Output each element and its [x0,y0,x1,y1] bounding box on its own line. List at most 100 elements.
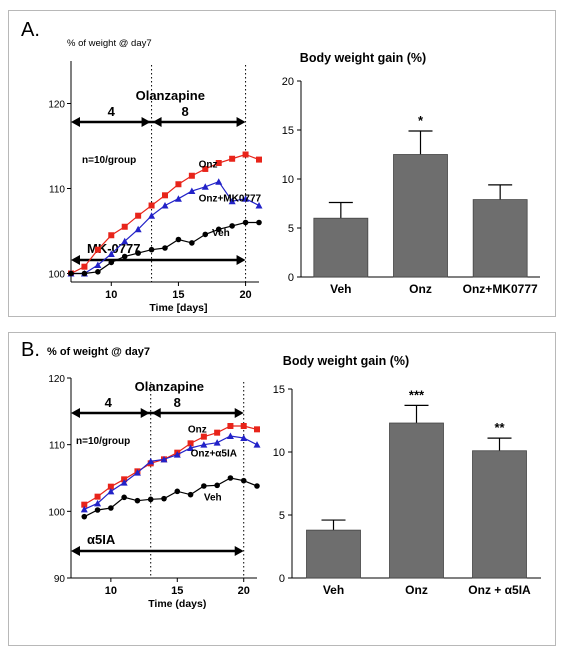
data-point-circle [81,513,88,520]
bar [306,529,361,579]
data-point-triangle [80,505,88,513]
data-point-circle [174,488,181,495]
data-point-circle [81,270,88,277]
data-point-square [240,423,247,429]
olanzapine-label: Olanzapine [136,88,205,103]
data-point-triangle [215,178,223,185]
cotreatment-arrow-head [236,255,246,265]
significance-marker: ** [494,420,505,435]
bar-category-label: Onz [409,282,432,296]
data-point-circle [108,505,114,511]
data-point-square [200,433,207,440]
data-point-triangle [107,250,115,257]
data-point-square [242,151,249,158]
data-point-circle [187,491,194,498]
bar-y-tick-label: 0 [279,573,285,585]
data-point-square [81,501,88,508]
data-point-square [81,263,88,270]
bar [472,199,528,278]
bar-y-tick-label: 15 [282,125,294,137]
series-label: Veh [204,493,222,504]
treatment-duration-label: 8 [182,104,189,119]
series-label: Onz+MK0777 [199,193,262,204]
significance-marker: *** [409,387,425,402]
data-point-circle [147,496,154,503]
data-point-circle [175,236,182,243]
line-y-tick-label: 110 [49,185,65,196]
bar-y-tick-label: 5 [279,510,285,522]
bar [313,217,369,278]
bar-y-tick-label: 0 [288,272,294,284]
data-point-square [135,212,142,219]
data-point-circle [214,482,220,489]
data-point-triangle [94,499,102,507]
data-point-circle [161,495,167,502]
data-point-triangle [242,195,250,202]
olanzapine-arrow-head [152,117,162,127]
olanzapine-arrow-head [140,408,150,418]
line-x-tick-label: 10 [105,585,117,597]
data-point-square [227,423,234,429]
significance-marker: * [418,113,424,128]
line-y-tick-label: 120 [48,374,65,385]
data-point-circle [227,475,234,481]
data-point-square [254,426,260,433]
data-point-square [94,246,101,253]
data-point-circle [201,483,207,489]
data-point-circle [108,259,115,266]
data-point-circle [189,240,195,246]
line-x-tick-label: 20 [238,585,250,597]
series-label: Veh [212,228,230,239]
cotreatment-arrow-head [71,546,80,556]
data-point-triangle [147,457,155,465]
data-point-triangle [148,212,156,219]
series-label: Onz+α5IA [191,449,237,460]
bar [472,450,527,579]
bar-category-label: Veh [330,282,351,296]
bar-y-tick-label: 15 [273,384,285,396]
data-point-triangle [173,451,181,458]
line-x-tick-label: 20 [239,289,251,301]
data-point-triangle [187,444,195,451]
treatment-duration-label: 8 [174,395,181,410]
data-point-triangle [200,441,208,448]
data-point-square [256,156,262,163]
data-point-square [215,160,222,166]
data-point-triangle [160,455,168,463]
line-y-axis-label: % of weight @ day7 [67,38,152,49]
data-point-circle [68,270,74,277]
line-y-axis-label: % of weight @ day7 [47,346,150,358]
data-point-square [94,493,101,500]
data-point-triangle [201,183,209,190]
bar [389,422,444,579]
line-x-tick-label: 15 [171,585,183,597]
data-point-triangle [121,237,129,245]
data-point-square [229,155,236,162]
panel-b: B. % of weight @ day7 90 100 110 120 10 15 20 Ti… [8,332,556,646]
line-y-tick-label: 110 [49,441,65,452]
cotreatment-arrow-head [234,546,244,556]
data-point-triangle [240,434,248,441]
data-point-square [202,165,209,172]
bar-y-tick-label: 10 [273,447,285,459]
panel-label-a: A. [21,19,40,41]
olanzapine-arrow-head [236,117,246,127]
treatment-duration-label: 4 [105,395,113,410]
line-x-tick-label: 10 [105,289,117,301]
bar-chart-title: Body weight gain (%) [300,51,426,65]
data-point-circle [121,494,127,501]
line-x-tick-label: 15 [172,289,184,301]
line-y-tick-label: 100 [48,507,65,518]
line-x-axis-label: Time [days] [149,302,207,314]
cotreatment-label: α5IA [87,532,116,547]
data-point-circle [162,245,168,251]
data-point-square [121,223,128,230]
data-point-square [175,181,182,188]
data-point-circle [134,497,141,504]
data-point-square [187,440,194,447]
olanzapine-arrow-head [151,408,161,418]
data-point-triangle [174,195,182,202]
bar-category-label: Onz + α5IA [468,583,531,597]
